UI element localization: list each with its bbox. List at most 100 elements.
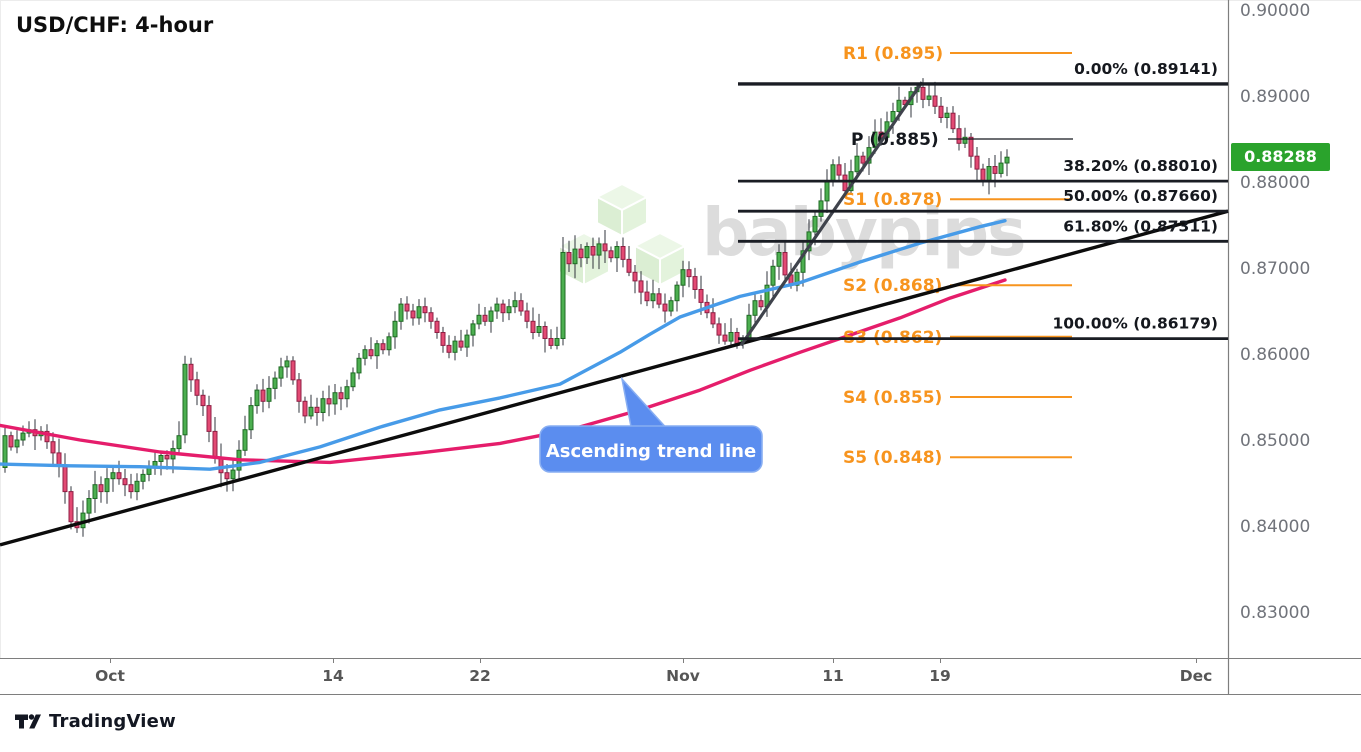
candle bbox=[860, 155, 866, 164]
candle bbox=[992, 166, 998, 174]
fib-label-61.8[interactable]: 61.80% (0.87311) bbox=[1063, 217, 1218, 235]
candle bbox=[452, 340, 458, 353]
candle bbox=[50, 441, 56, 454]
tradingview-logo-icon[interactable] bbox=[15, 710, 41, 733]
candle bbox=[896, 99, 902, 113]
babypips-watermark: babypips bbox=[702, 194, 1026, 271]
callout-tail[interactable] bbox=[620, 376, 672, 433]
candle bbox=[512, 300, 518, 308]
price-label-0.86000: 0.86000 bbox=[1240, 345, 1310, 365]
candle bbox=[272, 377, 278, 389]
candle bbox=[44, 430, 50, 443]
candle bbox=[296, 379, 302, 402]
candle bbox=[728, 332, 734, 342]
pivot-label-S1: S1 (0.878) bbox=[843, 190, 942, 210]
candle bbox=[248, 405, 254, 431]
price-label-0.84000: 0.84000 bbox=[1240, 517, 1310, 537]
candle bbox=[116, 472, 122, 480]
candle bbox=[782, 252, 788, 276]
candle bbox=[836, 164, 842, 176]
candle bbox=[98, 484, 104, 493]
price-label-0.89000: 0.89000 bbox=[1240, 87, 1310, 107]
candle bbox=[938, 105, 944, 119]
fib-label-38.2[interactable]: 38.20% (0.88010) bbox=[1063, 157, 1218, 175]
candle bbox=[92, 484, 98, 500]
price-axis[interactable]: 0.90000 0.89000 0.88000 0.87000 0.86000 0.850… bbox=[1240, 1, 1310, 623]
candle bbox=[536, 326, 542, 333]
candle bbox=[656, 293, 662, 305]
candle bbox=[140, 473, 146, 482]
pivot-label-S2: S2 (0.868) bbox=[843, 276, 942, 296]
candle bbox=[20, 432, 26, 441]
candle bbox=[668, 300, 674, 312]
candle bbox=[320, 398, 326, 414]
time-label-Oct: Oct bbox=[95, 667, 125, 685]
candle bbox=[974, 155, 980, 170]
candle bbox=[872, 131, 878, 149]
candle bbox=[356, 357, 362, 374]
candle bbox=[710, 312, 716, 325]
candle bbox=[566, 252, 572, 265]
candle bbox=[506, 306, 512, 314]
candle bbox=[1004, 156, 1010, 164]
candle bbox=[590, 246, 596, 256]
pivot-label-S4: S4 (0.855) bbox=[843, 388, 942, 408]
candle bbox=[260, 389, 266, 402]
candle bbox=[422, 306, 428, 314]
candle bbox=[794, 271, 800, 286]
pivot-label-P: P (0.885) bbox=[851, 130, 939, 150]
candle bbox=[278, 366, 284, 379]
price-chart[interactable]: Oct 14 22 Nov 11 19 Dec0.900000.890000.880000.… bbox=[0, 0, 1361, 695]
candle bbox=[362, 349, 368, 359]
candle bbox=[308, 406, 314, 417]
candle bbox=[752, 300, 758, 316]
candle bbox=[686, 269, 692, 278]
candle bbox=[824, 181, 830, 202]
candle bbox=[776, 252, 782, 267]
candle bbox=[758, 300, 764, 308]
fib-label-100[interactable]: 100.00% (0.86179) bbox=[1052, 315, 1218, 333]
candle bbox=[830, 164, 836, 183]
candle bbox=[68, 491, 74, 523]
candle bbox=[374, 343, 380, 357]
candle bbox=[164, 455, 170, 460]
candle bbox=[326, 398, 332, 405]
candle bbox=[680, 269, 686, 286]
candle bbox=[620, 246, 626, 260]
candle bbox=[626, 258, 632, 273]
candle bbox=[842, 174, 848, 192]
candle bbox=[254, 389, 260, 407]
candle bbox=[368, 349, 374, 357]
candle bbox=[926, 95, 932, 100]
pink-ma-line bbox=[0, 278, 1007, 465]
candle bbox=[86, 498, 92, 514]
candle bbox=[722, 334, 728, 342]
candle bbox=[62, 465, 68, 493]
candle bbox=[134, 480, 140, 493]
candle bbox=[812, 215, 818, 233]
candle bbox=[434, 320, 440, 333]
candle bbox=[572, 248, 578, 265]
candle bbox=[530, 320, 536, 333]
candle bbox=[770, 265, 776, 286]
fib-swing-line[interactable] bbox=[739, 81, 924, 347]
candle bbox=[944, 112, 950, 118]
candle bbox=[302, 400, 308, 417]
candle bbox=[878, 131, 884, 138]
candle bbox=[194, 379, 200, 396]
candle bbox=[644, 291, 650, 302]
candle bbox=[224, 472, 230, 480]
candle bbox=[470, 323, 476, 336]
ascending-trend-line[interactable] bbox=[0, 209, 1229, 547]
time-axis[interactable]: Oct 14 22 Nov 11 19 Dec bbox=[95, 658, 1212, 685]
candle bbox=[482, 314, 488, 322]
tradingview-brand[interactable]: TradingView bbox=[49, 711, 176, 732]
fib-label-50[interactable]: 50.00% (0.87660) bbox=[1063, 187, 1218, 205]
candle bbox=[596, 243, 602, 256]
fib-label-0[interactable]: 0.00% (0.89141) bbox=[1074, 60, 1218, 78]
price-label-0.90000: 0.90000 bbox=[1240, 1, 1310, 21]
candle bbox=[554, 338, 560, 346]
candle bbox=[446, 344, 452, 353]
callout-box[interactable] bbox=[539, 425, 763, 473]
candle bbox=[584, 246, 590, 259]
